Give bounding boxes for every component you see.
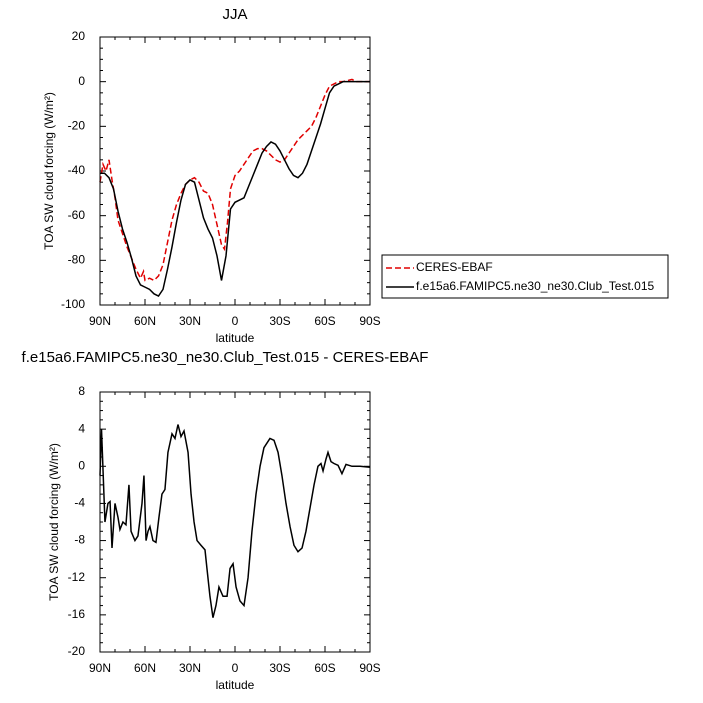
x-axis-label: latitude [216,331,255,345]
data-line [99,424,371,618]
plot-frame [99,36,371,306]
x-tick-label: 90N [89,314,111,328]
y-tick-label: -8 [74,533,85,547]
y-tick-label: -12 [68,570,86,584]
x-tick-label: 30N [179,661,201,675]
y-tick-label: -4 [74,496,85,510]
x-axis-label: latitude [216,678,255,692]
x-tick-label: 60S [314,661,335,675]
y-tick-label: -40 [68,163,86,177]
x-tick-label: 90S [359,661,380,675]
x-tick-label: 0 [232,661,239,675]
x-tick-label: 60N [134,661,156,675]
y-tick-label: 20 [72,29,86,43]
chart-title: JJA [222,6,247,23]
x-tick-label: 60N [134,314,156,328]
x-tick-label: 30S [269,661,290,675]
x-tick-label: 0 [232,314,239,328]
chart-title: f.e15a6.FAMIPC5.ne30_ne30.Club_Test.015 … [22,349,429,366]
y-tick-label: -16 [68,607,86,621]
y-tick-label: -80 [68,253,86,267]
x-tick-label: 60S [314,314,335,328]
y-tick-label: -100 [61,297,85,311]
y-tick-label: 8 [78,384,85,398]
data-line [99,78,370,282]
x-tick-label: 90N [89,661,111,675]
legend-label: f.e15a6.FAMIPC5.ne30_ne30.Club_Test.015 [416,279,654,293]
y-tick-label: -60 [68,208,86,222]
y-axis-label: TOA SW cloud forcing (W/m²) [42,92,56,250]
x-tick-label: 90S [359,314,380,328]
y-tick-label: -20 [68,119,86,133]
y-tick-label: -20 [68,644,86,658]
y-tick-label: 0 [78,458,85,472]
legend-box [381,254,669,299]
data-line [100,80,370,298]
x-tick-label: 30N [179,314,201,328]
x-tick-label: 30S [269,314,290,328]
y-tick-label: 0 [78,74,85,88]
y-tick-label: 4 [78,421,85,435]
legend-label: CERES-EBAF [416,260,493,274]
y-axis-label: TOA SW cloud forcing (W/m²) [47,443,61,601]
plot-frame [99,391,371,653]
